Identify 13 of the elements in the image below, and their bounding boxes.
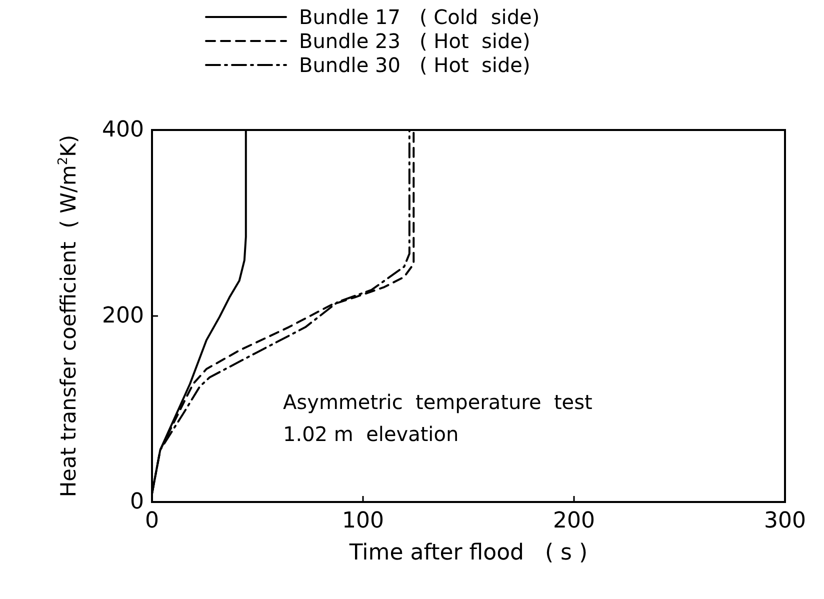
legend-label: Bundle 17 ( Cold side) [299,5,540,29]
annotation: 1.02 m elevation [283,422,459,446]
x-tick-label: 300 [764,508,806,534]
y-tick-label: 0 [130,490,144,514]
x-axis-title: Time after flood ( s ) [348,540,588,566]
annotation: Asymmetric temperature test [283,390,593,414]
x-tick-label: 100 [342,508,384,534]
y-tick-label: 200 [102,304,144,328]
x-tick-label: 200 [553,508,595,534]
legend-label: Bundle 23 ( Hot side) [299,29,530,53]
y-tick-label: 400 [102,118,144,142]
y-axis-title: Heat transfer coefficient ( W/m2K) [56,134,80,498]
legend-label: Bundle 30 ( Hot side) [299,53,530,77]
